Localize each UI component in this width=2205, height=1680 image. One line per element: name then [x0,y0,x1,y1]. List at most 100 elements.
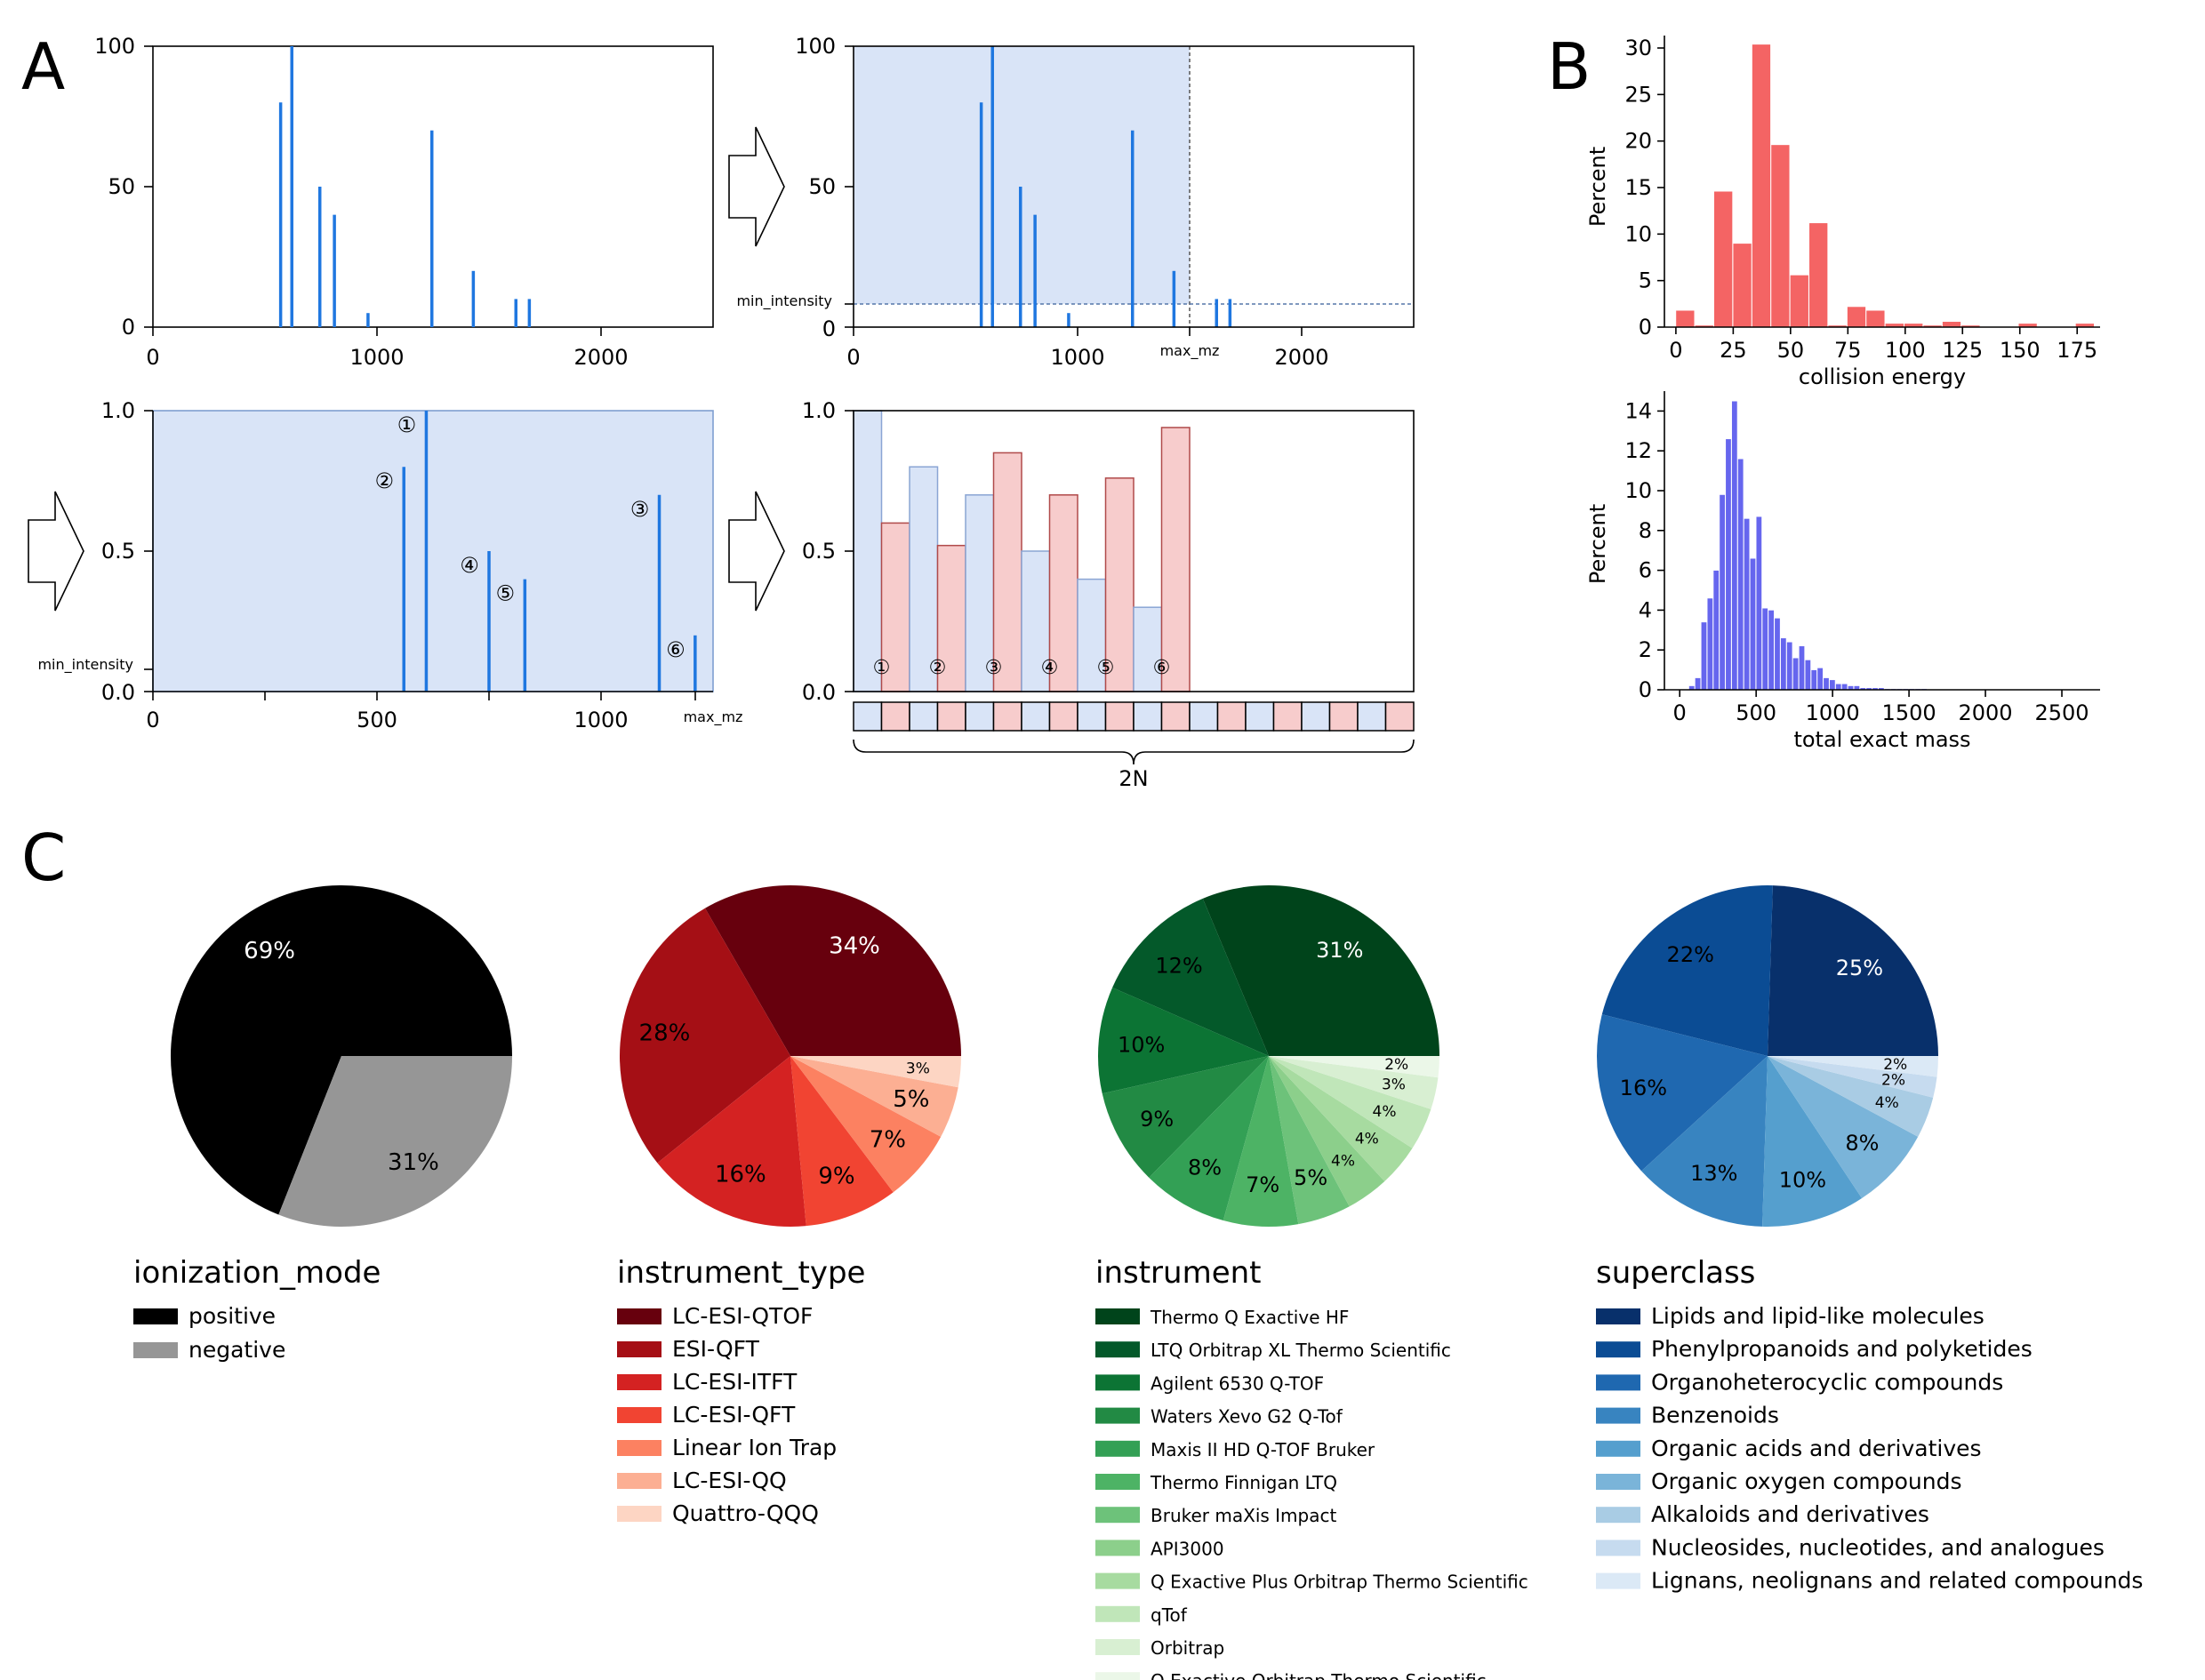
raw-x-tick-1000: 1000 [349,345,404,370]
mass-histogram-bar [1725,438,1732,691]
normalized-y-tick-1: 1.0 [101,398,135,423]
mz-bin-bar [909,466,939,692]
mass-x-ticks: 0 500 1000 1500 2000 2500 [1673,690,2089,725]
pie-percent-label: 3% [1382,1076,1406,1094]
normalized-spectrum-peaks [402,411,697,692]
pie-slice [1098,988,1269,1094]
legend-label: Thermo Q Exactive HF [1150,1307,1349,1328]
y-tick-label: 2 [1639,637,1652,662]
legend-label: Q Exactive Orbitrap Thermo Scientific [1151,1670,1487,1680]
pie-percent-label: 4% [1355,1131,1379,1148]
peak-rank-label: ④ [460,553,479,578]
raw-spectrum-y-ticks: 0 50 100 [94,34,153,340]
pie-percent-label: 22% [1667,942,1714,967]
pie-slice [1768,1056,1938,1077]
vector-y-tick-0: 0.0 [802,680,836,705]
raw-y-tick-50: 50 [108,174,135,199]
arrow-right-icon [728,491,785,612]
pie-percent-label: 2% [1384,1056,1408,1074]
legend-swatch [617,1407,662,1423]
x-tick-label: 125 [1942,338,1983,363]
legend-label: Organic oxygen compounds [1651,1468,1962,1494]
mass-histogram-bar [1829,679,1836,691]
mass-histogram-bar [1744,518,1751,691]
mass-histogram-bar [1737,458,1744,691]
filter-spectrum-peaks [979,46,1232,327]
ce-x-ticks: 0 25 50 75 100 125 150 175 [1669,327,2097,363]
pie-slice [1641,1056,1768,1227]
intensity-bin-bar [880,522,910,692]
pie-slice [1112,898,1269,1056]
mass-histogram-bar [1804,660,1811,691]
legend-label: API3000 [1151,1538,1224,1559]
ce-ylabel: Percent [1585,147,1610,227]
raw-y-tick-0: 0 [122,315,135,340]
pie-slice [1149,1056,1269,1221]
strip-mz-cell [1301,701,1331,732]
pie-percent-label: 16% [1620,1076,1667,1100]
legend-swatch [1095,1507,1140,1524]
legend-label: Agilent 6530 Q-TOF [1151,1372,1324,1394]
legend-swatch [1095,1407,1140,1424]
mz-bin-bar [1133,606,1163,692]
mz-bin-bar [1077,578,1107,692]
strip-intensity-cell [1160,701,1191,732]
normalized-y-tick-05: 0.5 [101,539,135,564]
mass-histogram-bar [1835,683,1842,691]
intensity-bin-bar [1160,427,1191,692]
panel-label-a: A [21,29,65,104]
legend-label: Lipids and lipid-like molecules [1651,1303,1984,1329]
filter-x-tick-2000: 2000 [1274,345,1328,370]
mass-histogram-bar [1731,400,1738,691]
y-tick-label: 4 [1639,597,1652,622]
legend-swatch [1596,1341,1640,1358]
mass-histogram-bar [1841,683,1848,691]
ce-histogram-bar [1847,306,1866,328]
x-tick-label: 50 [1777,338,1805,363]
raw-y-tick-100: 100 [94,34,135,59]
strip-mz-cell [1357,701,1387,732]
x-tick-label: 0 [1673,700,1687,725]
intensity-bin-bar [992,452,1022,692]
pie-percent-label: 9% [1140,1107,1174,1132]
mass-histogram-bar [1816,668,1824,691]
normalized-y-ticks: 0.0 0.5 1.0 min_intensity [37,398,153,705]
pie-slice [1768,1056,1937,1098]
pie-slice [1601,885,1773,1056]
legend-label: Linear Ion Trap [672,1435,837,1460]
legend-swatch [1596,1507,1640,1524]
filter-max-mz-label: max_mz [1160,342,1220,360]
legend-swatch [1095,1572,1140,1589]
x-tick-label: 0 [1669,338,1682,363]
normalized-y-tick-0: 0.0 [101,680,135,705]
legend-swatch [1095,1605,1140,1622]
filter-spectrum-y-ticks: 0 50 100 min_intensity [736,34,854,341]
vector-rank-label: ④ [1041,657,1059,679]
legend-label: LC-ESI-QFT [672,1402,796,1428]
panel-label-b: B [1547,29,1591,104]
exact-mass-histogram: 0 500 1000 1500 2000 2500 0 2 4 6 8 10 12 14 Percent… [1585,391,2100,752]
x-tick-label: 2500 [2034,700,2089,725]
legend-label: Organoheterocyclic compounds [1651,1369,2003,1395]
pie-charts: 69% 31% ionization_mode positive negative 34%… [133,885,2143,1680]
legend-swatch [617,1440,662,1456]
strip-mz-cell [1077,701,1107,732]
pie-percent-label: 8% [1188,1156,1222,1180]
legend-label: Phenylpropanoids and polyketides [1651,1336,2033,1362]
filter-x-tick-1000: 1000 [1050,345,1104,370]
strip-intensity-cell [1048,701,1078,732]
filter-spectrum-plot: 0 1000 2000 max_mz 0 50 100 min_intensit… [736,34,1415,370]
pie-percent-label: 25% [1836,956,1883,980]
pie-slice [1202,885,1439,1056]
pie-slice [790,1056,961,1088]
pie-slice [620,908,790,1164]
y-tick-label: 14 [1624,398,1652,423]
legend-swatch [1095,1374,1140,1391]
x-tick-label: 25 [1720,338,1747,363]
pie-percent-label: 10% [1779,1168,1826,1193]
legend-swatch [1095,1440,1140,1457]
pie-percent-label: 7% [1246,1172,1279,1197]
mass-histogram-bar [1786,641,1793,691]
pie-percent-label: 69% [244,938,295,964]
